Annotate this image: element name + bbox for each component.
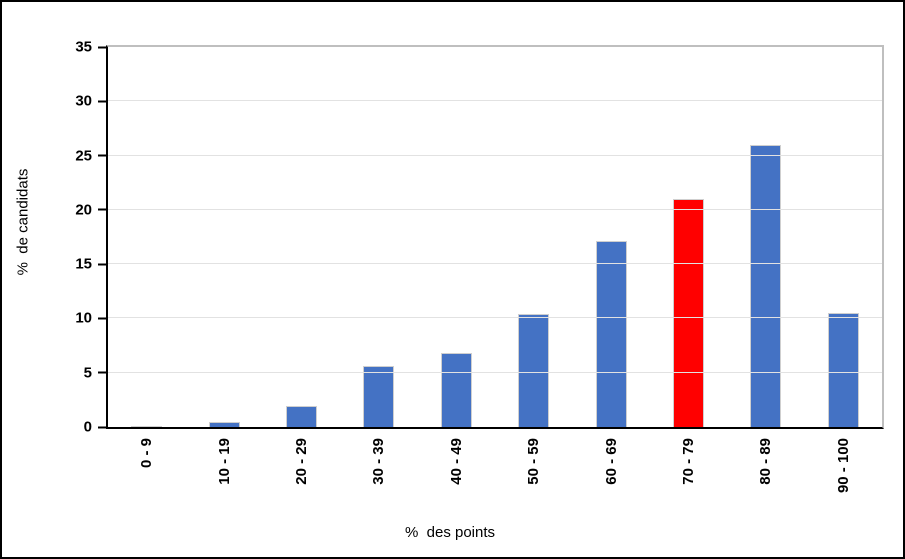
x-tick: 20 - 29 bbox=[263, 438, 340, 485]
y-tick-mark bbox=[98, 426, 106, 428]
gridline bbox=[108, 154, 882, 156]
bar-50-59 bbox=[518, 314, 550, 427]
gridline bbox=[108, 263, 882, 265]
bar-70-79 bbox=[673, 199, 705, 427]
x-tick-label: 40 - 49 bbox=[447, 438, 465, 485]
y-tick-mark bbox=[98, 100, 106, 103]
bar-slot bbox=[650, 47, 727, 427]
x-tick-label: 70 - 79 bbox=[680, 438, 698, 485]
bar-20-29 bbox=[286, 406, 317, 427]
x-tick: 40 - 49 bbox=[418, 438, 495, 485]
y-tick: 0 bbox=[84, 420, 106, 435]
bar-slot bbox=[495, 47, 572, 427]
y-tick-label: 5 bbox=[83, 364, 92, 382]
x-tick-label: 90 - 100 bbox=[834, 438, 852, 494]
bar-slot bbox=[108, 47, 185, 427]
x-tick-label: 30 - 39 bbox=[370, 438, 388, 485]
gridline bbox=[108, 100, 882, 102]
y-axis: 0 5 10 15 20 25 30 35 bbox=[2, 40, 106, 435]
bar-slot bbox=[727, 47, 804, 427]
x-tick: 30 - 39 bbox=[340, 438, 417, 485]
y-tick-label: 30 bbox=[75, 92, 92, 110]
y-tick-mark bbox=[98, 317, 106, 320]
x-tick-label: 60 - 69 bbox=[602, 438, 620, 485]
bar-0-9 bbox=[131, 425, 163, 427]
bar-slot bbox=[340, 47, 417, 427]
bar-60-69 bbox=[595, 241, 627, 427]
bar-10-19 bbox=[208, 421, 240, 427]
x-tick: 70 - 79 bbox=[650, 438, 727, 485]
y-tick-mark bbox=[98, 208, 106, 211]
bar-slot bbox=[185, 47, 262, 427]
y-tick: 20 bbox=[75, 202, 106, 217]
bars bbox=[108, 47, 882, 427]
x-tick-label: 10 - 19 bbox=[215, 438, 233, 485]
y-tick-label: 25 bbox=[75, 147, 92, 165]
y-tick-mark bbox=[98, 46, 106, 48]
y-tick: 35 bbox=[75, 40, 106, 55]
x-tick-label: 0 - 9 bbox=[138, 438, 156, 469]
x-tick: 50 - 59 bbox=[495, 438, 572, 485]
bar-slot bbox=[263, 47, 340, 427]
y-tick: 15 bbox=[75, 257, 106, 272]
y-tick-label: 20 bbox=[75, 201, 92, 219]
y-tick: 25 bbox=[75, 148, 106, 163]
bar-80-89 bbox=[750, 144, 782, 427]
x-tick: 10 - 19 bbox=[185, 438, 262, 485]
x-axis-title: % des points bbox=[404, 524, 496, 541]
y-tick-label: 15 bbox=[75, 255, 92, 273]
y-tick-label: 10 bbox=[75, 309, 92, 327]
y-tick: 10 bbox=[75, 311, 106, 326]
x-tick-label: 50 - 59 bbox=[525, 438, 543, 485]
x-tick-label: 20 - 29 bbox=[293, 438, 311, 485]
x-tick: 60 - 69 bbox=[572, 438, 649, 485]
gridline bbox=[108, 208, 882, 210]
gridline bbox=[108, 317, 882, 319]
plot-area bbox=[106, 45, 884, 429]
x-tick: 0 - 9 bbox=[108, 438, 185, 468]
bar-slot bbox=[418, 47, 495, 427]
x-tick: 80 - 89 bbox=[727, 438, 804, 485]
y-tick-mark bbox=[98, 263, 106, 266]
x-tick: 90 - 100 bbox=[805, 438, 882, 493]
x-tick-label: 80 - 89 bbox=[757, 438, 775, 485]
gridline bbox=[108, 371, 882, 373]
y-tick-mark bbox=[98, 154, 106, 157]
y-tick-label: 0 bbox=[83, 418, 92, 436]
bar-30-39 bbox=[363, 366, 395, 427]
y-tick-mark bbox=[98, 371, 106, 374]
bar-slot bbox=[805, 47, 882, 427]
bar-40-49 bbox=[440, 353, 472, 427]
bar-90-100 bbox=[827, 313, 859, 427]
x-axis-labels: 0 - 9 10 - 19 20 - 29 30 - 39 40 - 49 50 - 59… bbox=[108, 438, 882, 493]
y-tick: 5 bbox=[84, 365, 106, 380]
bar-slot bbox=[572, 47, 649, 427]
y-tick: 30 bbox=[75, 94, 106, 109]
y-tick-label: 35 bbox=[75, 38, 92, 56]
